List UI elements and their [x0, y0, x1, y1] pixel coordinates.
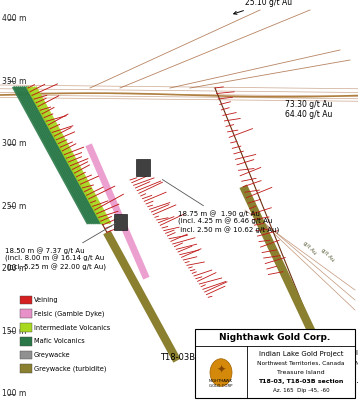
Text: 18.50 m @ 7.37 g/t Au
(incl. 8.00 m @ 16.14 g/t Au
 incl. 5.25 m @ 22.00 g/t Au): 18.50 m @ 7.37 g/t Au (incl. 8.00 m @ 16… — [5, 224, 116, 270]
Text: g/t Au: g/t Au — [320, 247, 335, 263]
Bar — [20, 296, 32, 304]
Text: Nighthawk Gold Corp.: Nighthawk Gold Corp. — [219, 333, 331, 342]
Text: 250 m: 250 m — [2, 202, 26, 211]
Text: 18.75 m @  1.90 g/t Au
(incl. 4.25 m @ 6.46 g/t Au
 incl. 2.50 m @ 10.62 g/t Au): 18.75 m @ 1.90 g/t Au (incl. 4.25 m @ 6.… — [162, 180, 279, 234]
Text: 300 m: 300 m — [2, 139, 26, 148]
FancyBboxPatch shape — [195, 329, 355, 398]
Bar — [20, 364, 32, 373]
Bar — [20, 323, 32, 332]
Text: T18-03: T18-03 — [310, 358, 340, 367]
Text: Intermediate Volcanics: Intermediate Volcanics — [34, 324, 110, 330]
Bar — [20, 337, 32, 346]
Text: Indian Lake Gold Project: Indian Lake Gold Project — [356, 350, 358, 356]
Bar — [114, 214, 127, 230]
Circle shape — [210, 359, 232, 386]
Bar — [20, 351, 32, 359]
Text: 350 m: 350 m — [2, 77, 26, 86]
Text: g/t Au: g/t Au — [302, 240, 317, 256]
Text: Northwest Territories, Canada: Northwest Territories, Canada — [355, 361, 358, 366]
Text: 400 m: 400 m — [2, 14, 26, 23]
Text: Greywacke: Greywacke — [34, 352, 71, 358]
Text: NIGHTHAWK
GOLD CORP: NIGHTHAWK GOLD CORP — [209, 380, 233, 388]
Text: 25.10 g/t Au: 25.10 g/t Au — [234, 0, 292, 14]
Text: Mafic Volcanics: Mafic Volcanics — [34, 338, 85, 344]
Text: Northwest Territories, Canada: Northwest Territories, Canada — [257, 360, 345, 366]
Text: Az. 165  Dip -45, -60: Az. 165 Dip -45, -60 — [273, 388, 329, 394]
Text: Greywacke (turbidite): Greywacke (turbidite) — [34, 366, 106, 372]
Text: Felsic (Gamble Dyke): Felsic (Gamble Dyke) — [34, 310, 105, 317]
Text: 200 m: 200 m — [2, 264, 26, 273]
Text: 100 m: 100 m — [2, 389, 26, 398]
Text: 150 m: 150 m — [2, 327, 26, 336]
Text: ✦: ✦ — [216, 365, 226, 375]
Text: Indian Lake Gold Project: Indian Lake Gold Project — [259, 351, 343, 357]
Bar — [136, 158, 150, 176]
Text: 73.30 g/t Au
64.40 g/t Au: 73.30 g/t Au 64.40 g/t Au — [285, 100, 332, 119]
Text: T18-03, T18-03B section: T18-03, T18-03B section — [356, 382, 358, 387]
Text: T18-03, T18-03B section: T18-03, T18-03B section — [258, 379, 344, 384]
Bar — [20, 309, 32, 318]
Text: T18-03B: T18-03B — [160, 353, 195, 362]
Text: Veining: Veining — [34, 297, 59, 303]
Text: Treasure Island: Treasure Island — [277, 370, 325, 375]
